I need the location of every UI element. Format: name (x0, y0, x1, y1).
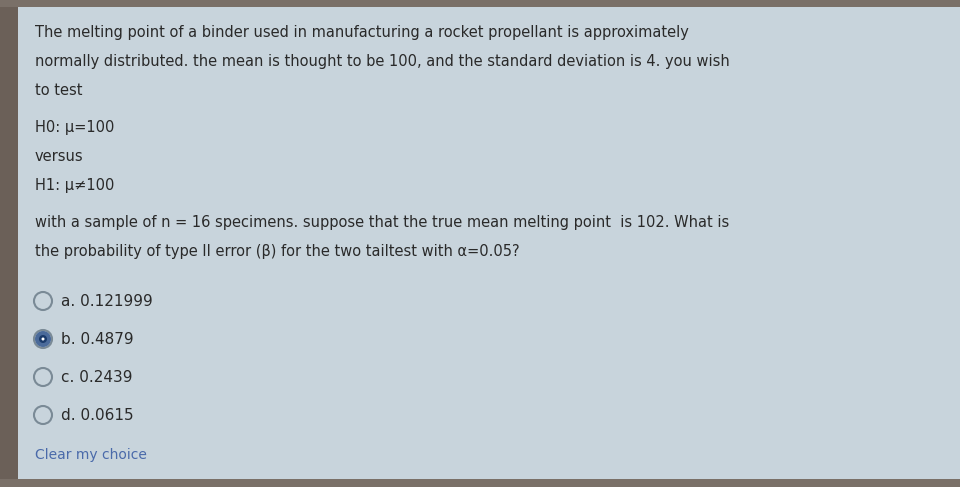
Circle shape (35, 331, 51, 347)
Bar (0, 0, 18, 487)
Text: H1: μ≠100: H1: μ≠100 (35, 178, 114, 193)
Text: H0: μ=100: H0: μ=100 (35, 120, 114, 135)
Text: d. 0.0615: d. 0.0615 (61, 408, 133, 423)
Circle shape (41, 337, 44, 340)
Text: to test: to test (35, 83, 83, 98)
Text: versus: versus (35, 149, 84, 164)
Text: the probability of type II error (β) for the two tail​test with α=0.05?: the probability of type II error (β) for… (35, 244, 519, 259)
Text: a. 0.121999: a. 0.121999 (61, 294, 153, 308)
Text: normally distributed. the mean is thought to be 100, and the standard deviation : normally distributed. the mean is though… (35, 54, 730, 69)
Bar (0, 0, 960, 7)
Text: c. 0.2439: c. 0.2439 (61, 370, 132, 385)
Text: b. 0.4879: b. 0.4879 (61, 332, 133, 346)
Bar (0, 479, 960, 487)
Circle shape (39, 335, 47, 343)
Text: with a sample of n = 16 specimens. suppose that the true mean melting point  is : with a sample of n = 16 specimens. suppo… (35, 215, 730, 230)
Text: The melting point of a binder used in manufacturing a rocket propellant is appro: The melting point of a binder used in ma… (35, 25, 689, 40)
Text: Clear my choice: Clear my choice (35, 448, 147, 462)
